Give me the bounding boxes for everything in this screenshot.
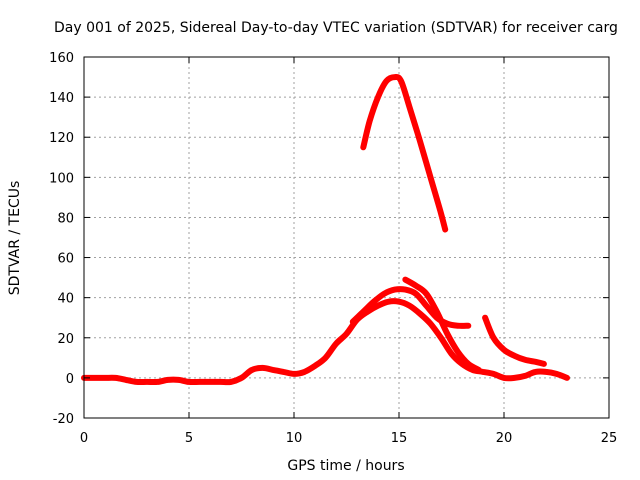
series-line-late-tail [482, 314, 547, 367]
y-tick-label: 0 [66, 372, 74, 387]
y-axis-title: SDTVAR / TECUs [7, 181, 23, 296]
x-tick-label: 20 [496, 431, 513, 446]
y-tick-label: 140 [49, 91, 74, 106]
y-tick-label: 160 [49, 51, 74, 66]
x-tick-label: 10 [286, 431, 303, 446]
y-tick-label: 20 [57, 332, 74, 347]
y-tick-label: 80 [57, 211, 74, 226]
plot-frame [83, 56, 610, 419]
x-axis-title: GPS time / hours [287, 458, 404, 474]
chart-title: Day 001 of 2025, Sidereal Day-to-day VTE… [54, 20, 618, 36]
x-tick-label: 15 [391, 431, 408, 446]
series-line-secondary-peak [349, 286, 472, 329]
grid-lines [84, 57, 609, 418]
series-line-upper-arc [360, 74, 449, 233]
y-tick-label: 120 [49, 131, 74, 146]
x-tick-label: 5 [185, 431, 193, 446]
x-tick-label: 25 [601, 431, 618, 446]
data-series [81, 74, 570, 386]
y-tick-label: 100 [49, 171, 74, 186]
y-tick-label: 40 [57, 292, 74, 307]
y-tick-label: -20 [53, 412, 74, 427]
axis-ticks: 0 5 10 15 20 25 -20 0 20 40 60 80 100 120 140 160 [49, 51, 617, 446]
y-tick-label: 60 [57, 252, 74, 267]
x-tick-label: 0 [80, 431, 88, 446]
series-line-main-trace [81, 298, 570, 386]
series-line-late-branch [402, 276, 482, 373]
